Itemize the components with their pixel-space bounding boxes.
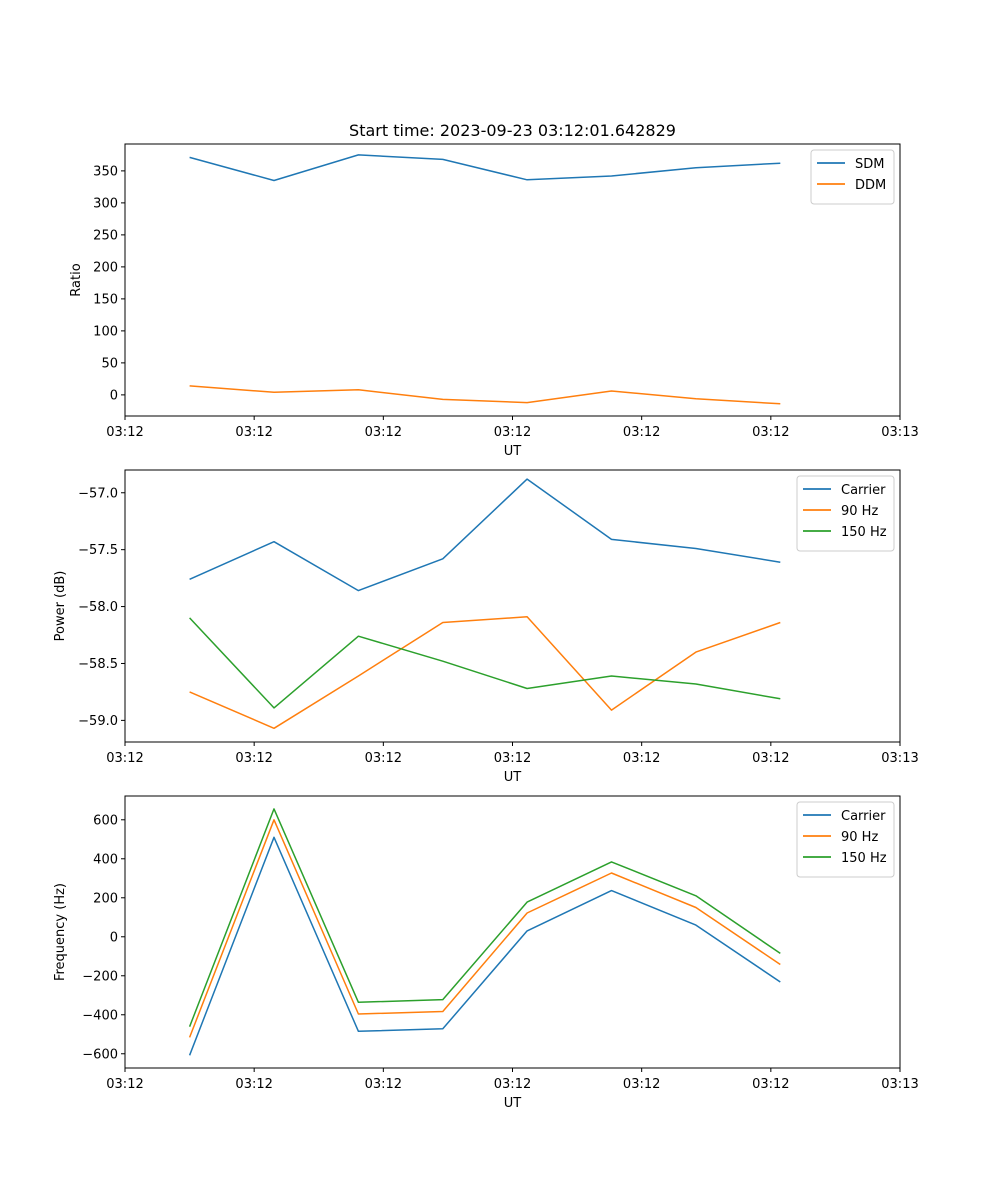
x-tick-label: 03:12 (365, 1077, 402, 1092)
y-tick-label: 0 (110, 930, 118, 945)
x-tick-label: 03:12 (752, 425, 789, 440)
plots-container: Start time: 2023-09-23 03:12:01.64282903… (53, 121, 919, 1111)
x-tick-label: 03:12 (235, 1077, 272, 1092)
y-tick-label: 600 (93, 813, 118, 828)
y-tick-label: 250 (93, 228, 118, 243)
x-tick-label: 03:12 (235, 751, 272, 766)
series-line-carrier (189, 478, 781, 592)
y-tick-label: −400 (82, 1008, 118, 1023)
series-line-90-hz (189, 616, 781, 730)
x-axis-label: UT (504, 770, 522, 785)
x-axis-label: UT (504, 1096, 522, 1111)
y-axis-label: Frequency (Hz) (53, 883, 68, 981)
y-tick-label: −58.0 (78, 600, 118, 615)
x-tick-label: 03:12 (623, 751, 660, 766)
legend-label: SDM (855, 157, 884, 172)
legend-label: 90 Hz (841, 830, 878, 845)
x-tick-label: 03:13 (881, 1077, 918, 1092)
y-tick-label: 0 (110, 388, 118, 403)
legend-box (796, 475, 895, 552)
y-tick-label: −600 (82, 1047, 118, 1062)
y-tick-label: 200 (93, 891, 118, 906)
series-line-sdm (189, 154, 781, 182)
y-tick-label: 50 (101, 356, 118, 371)
y-tick-label: 350 (93, 164, 118, 179)
x-tick-label: 03:12 (365, 751, 402, 766)
x-tick-label: 03:12 (623, 425, 660, 440)
x-tick-label: 03:12 (494, 751, 531, 766)
subplot-1: Start time: 2023-09-23 03:12:01.64282903… (69, 121, 919, 459)
legend: SDM DDM (810, 149, 895, 205)
y-tick-label: −57.5 (78, 543, 118, 558)
y-tick-label: 300 (93, 196, 118, 211)
y-tick-label: 100 (93, 324, 118, 339)
chart-title: Start time: 2023-09-23 03:12:01.642829 (349, 121, 676, 140)
x-tick-label: 03:12 (494, 1077, 531, 1092)
x-tick-label: 03:12 (106, 1077, 143, 1092)
y-axis-label: Ratio (69, 263, 84, 296)
legend: Carrier 90 Hz 150 Hz (796, 475, 895, 552)
y-tick-label: −57.0 (78, 486, 118, 501)
series-line-150-hz (189, 617, 781, 709)
x-tick-label: 03:12 (235, 425, 272, 440)
x-tick-label: 03:12 (106, 751, 143, 766)
x-tick-label: 03:13 (881, 751, 918, 766)
y-tick-label: 200 (93, 260, 118, 275)
x-tick-label: 03:12 (494, 425, 531, 440)
legend-label: DDM (855, 178, 886, 193)
subplot-2: 03:12 03:12 03:12 03:12 03:12 03:12 03:13 −57.0… (53, 469, 919, 785)
legend-label: 150 Hz (841, 851, 887, 866)
series-line-carrier (188, 836, 781, 1056)
y-tick-label: −58.5 (78, 657, 118, 672)
legend-label: Carrier (841, 809, 886, 824)
legend-label: 150 Hz (841, 525, 887, 540)
legend-label: Carrier (841, 483, 886, 498)
series-line-150-hz (188, 808, 781, 1027)
x-tick-label: 03:12 (365, 425, 402, 440)
legend-box (796, 801, 895, 878)
x-tick-label: 03:12 (623, 1077, 660, 1092)
x-tick-label: 03:13 (881, 425, 918, 440)
y-axis-label: Power (dB) (53, 571, 68, 642)
x-axis-label: UT (504, 444, 522, 459)
y-tick-label: −200 (82, 969, 118, 984)
x-tick-label: 03:12 (106, 425, 143, 440)
subplot-3: 03:12 03:12 03:12 03:12 03:12 03:12 03:13 −600 −… (53, 795, 919, 1111)
legend-label: 90 Hz (841, 504, 878, 519)
y-tick-label: 400 (93, 852, 118, 867)
y-tick-label: −59.0 (78, 714, 118, 729)
y-tick-label: 150 (93, 292, 118, 307)
x-tick-label: 03:12 (752, 1077, 789, 1092)
series-line-90-hz (188, 819, 781, 1038)
x-tick-label: 03:12 (752, 751, 789, 766)
series-line-ddm (189, 385, 781, 405)
legend: Carrier 90 Hz 150 Hz (796, 801, 895, 878)
